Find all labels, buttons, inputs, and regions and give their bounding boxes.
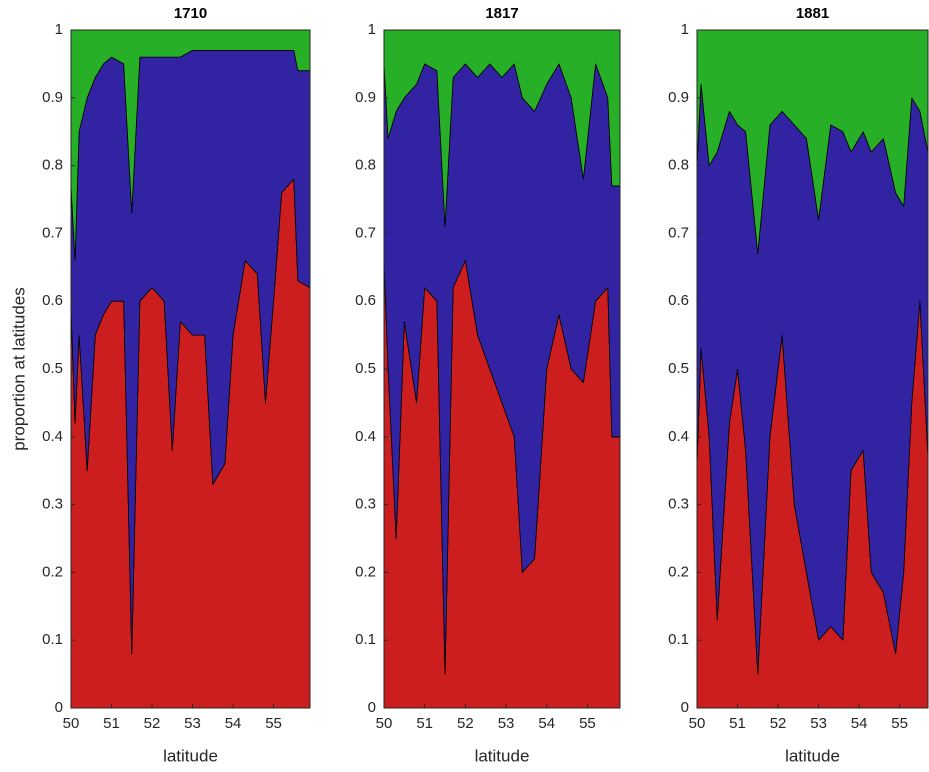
y-tick-label: 0.6 — [355, 292, 376, 309]
y-tick-label: 0.6 — [668, 292, 689, 309]
y-tick-label: 0.9 — [42, 89, 63, 106]
x-axis-label: latitude — [785, 746, 840, 765]
y-tick-label: 0.7 — [355, 224, 376, 241]
y-tick-label: 0 — [368, 699, 376, 716]
x-tick-label: 52 — [770, 715, 787, 732]
y-tick-label: 0.7 — [668, 224, 689, 241]
y-tick-label: 0.5 — [668, 360, 689, 377]
x-axis-label: latitude — [475, 746, 530, 765]
x-tick-label: 55 — [265, 715, 282, 732]
x-tick-label: 54 — [538, 715, 555, 732]
y-tick-label: 0.3 — [668, 496, 689, 513]
x-tick-label: 54 — [851, 715, 868, 732]
y-axis-label: proportion at latitudes — [9, 287, 28, 451]
y-tick-label: 0.4 — [668, 428, 689, 445]
x-tick-label: 55 — [579, 715, 596, 732]
x-axis-label: latitude — [163, 746, 218, 765]
y-tick-label: 0.8 — [668, 157, 689, 174]
y-tick-label: 0.2 — [668, 563, 689, 580]
chart-title: 1710 — [174, 5, 207, 22]
x-tick-label: 53 — [498, 715, 515, 732]
y-tick-label: 0.2 — [355, 563, 376, 580]
x-tick-label: 53 — [810, 715, 827, 732]
x-tick-label: 55 — [891, 715, 908, 732]
x-tick-label: 50 — [689, 715, 706, 732]
y-tick-label: 0.8 — [42, 157, 63, 174]
chart-title: 1817 — [485, 5, 518, 22]
y-tick-label: 0 — [681, 699, 689, 716]
x-tick-label: 51 — [729, 715, 746, 732]
y-tick-label: 0.8 — [355, 157, 376, 174]
y-tick-label: 0.2 — [42, 563, 63, 580]
y-tick-label: 0.3 — [42, 496, 63, 513]
panel: 0 0.1 0.2 0.3 0.4 0.5 0.6 0.7 0.8 0.9 1 50 51 52 53 54 5… — [668, 5, 929, 765]
y-tick-label: 0.4 — [355, 428, 376, 445]
y-tick-label: 0.3 — [355, 496, 376, 513]
y-tick-label: 0 — [55, 699, 63, 716]
x-tick-label: 51 — [416, 715, 433, 732]
chart-title: 1881 — [796, 5, 829, 22]
x-tick-label: 52 — [144, 715, 161, 732]
y-tick-label: 1 — [681, 21, 689, 38]
y-tick-label: 0.1 — [42, 631, 63, 648]
panel: 0 0.1 0.2 0.3 0.4 0.5 0.6 0.7 0.8 0.9 1 50 51 52 53 54 5… — [9, 5, 311, 765]
x-tick-label: 50 — [376, 715, 393, 732]
y-tick-label: 1 — [368, 21, 376, 38]
x-tick-label: 52 — [457, 715, 474, 732]
y-tick-label: 0.9 — [355, 89, 376, 106]
y-tick-label: 0.1 — [668, 631, 689, 648]
y-tick-label: 0.5 — [355, 360, 376, 377]
y-tick-label: 0.5 — [42, 360, 63, 377]
x-tick-label: 53 — [184, 715, 201, 732]
y-tick-label: 0.1 — [355, 631, 376, 648]
y-tick-label: 0.4 — [42, 428, 63, 445]
y-tick-label: 1 — [55, 21, 63, 38]
y-tick-label: 0.9 — [668, 89, 689, 106]
y-tick-label: 0.6 — [42, 292, 63, 309]
x-tick-label: 51 — [103, 715, 120, 732]
panel: 0 0.1 0.2 0.3 0.4 0.5 0.6 0.7 0.8 0.9 1 50 51 52 53 54 5… — [355, 5, 621, 765]
x-tick-label: 54 — [225, 715, 242, 732]
x-tick-label: 50 — [63, 715, 80, 732]
y-tick-label: 0.7 — [42, 224, 63, 241]
